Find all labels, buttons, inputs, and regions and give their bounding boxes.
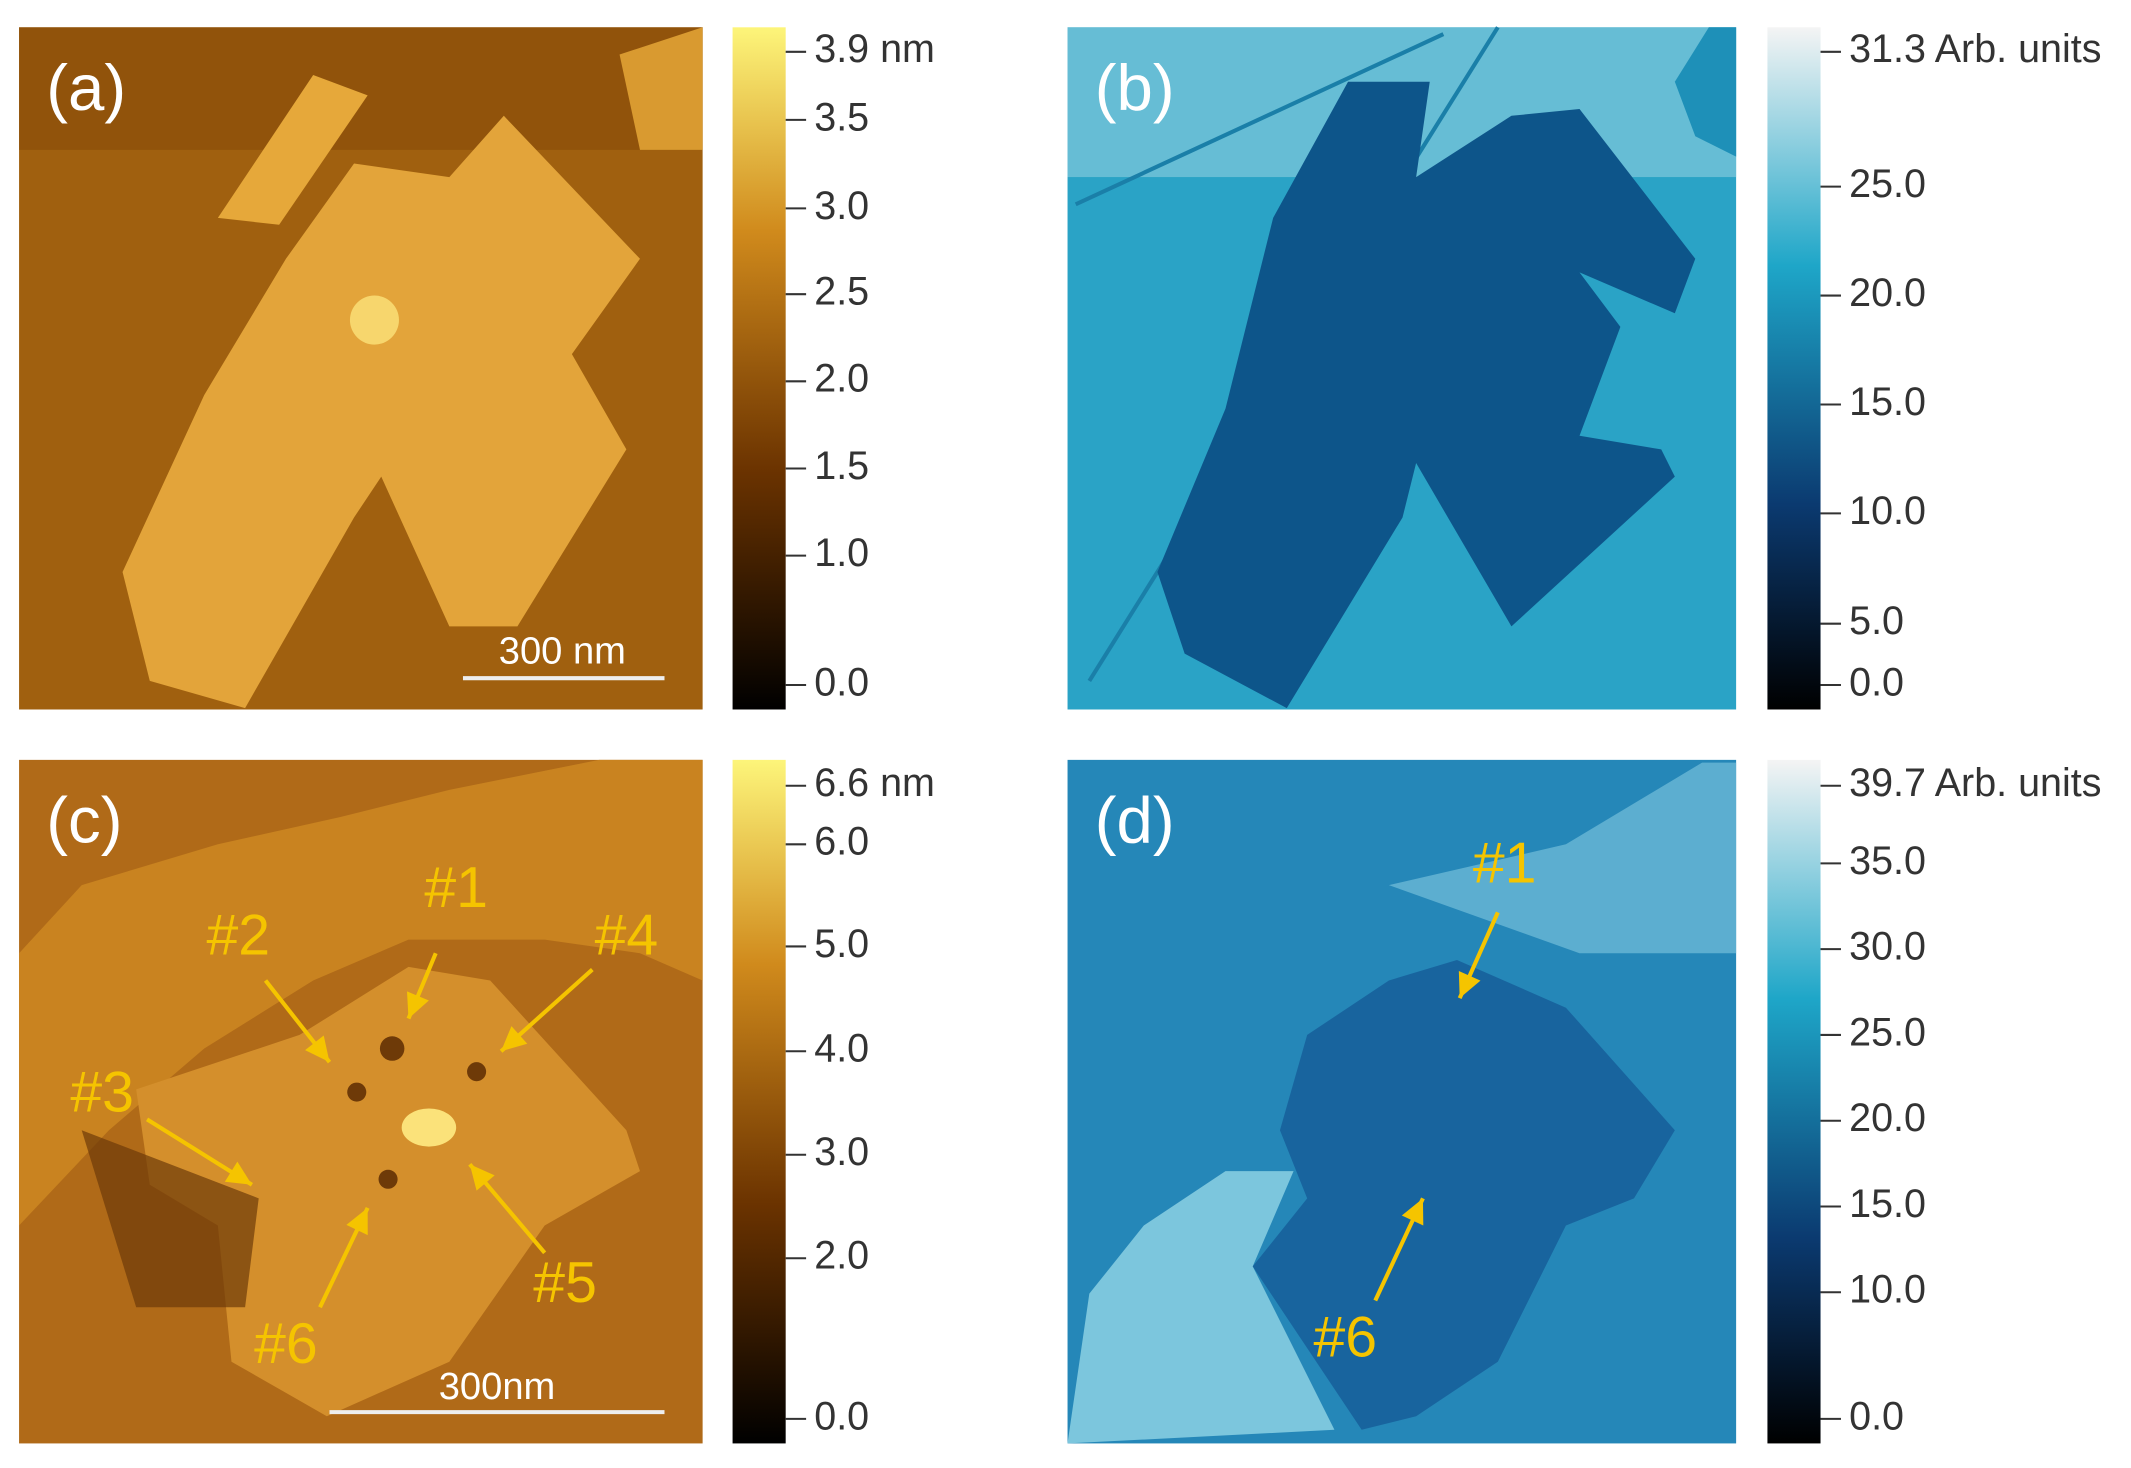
colorbar-label: 10.0 <box>1849 489 1926 533</box>
colorbar-label: 5.0 <box>1849 599 1904 643</box>
annotation: #2 <box>206 904 270 968</box>
annotation: #6 <box>1314 1305 1378 1369</box>
colorbar-d <box>1767 759 1821 1444</box>
colorbar-label: 2.0 <box>814 357 869 401</box>
colorbar-label: 0.0 <box>814 1394 869 1438</box>
colorbar-label: 30.0 <box>1849 925 1926 969</box>
arrow-head <box>406 991 429 1019</box>
arrow-head <box>1458 970 1481 999</box>
image-b <box>1067 26 1737 710</box>
annotation: #1 <box>1473 832 1537 896</box>
colorbar-b <box>1767 27 1821 710</box>
arrow-head <box>346 1207 368 1236</box>
afm-image-a <box>19 27 703 710</box>
colorbar-label: 3.5 <box>814 95 869 139</box>
annotation: #6 <box>254 1312 318 1376</box>
image-d <box>1067 759 1737 1444</box>
colorbar-label: 20.0 <box>1849 271 1926 315</box>
annotation: #3 <box>70 1060 134 1124</box>
colorbar-label: 4.0 <box>814 1027 869 1071</box>
annotation: #4 <box>595 904 659 968</box>
colorbar-a <box>732 27 786 710</box>
colorbar-label: 10.0 <box>1849 1268 1926 1312</box>
colorbar-label: 6.0 <box>814 820 869 864</box>
afm-image-c <box>19 759 703 1444</box>
colorbar-label: 25.0 <box>1849 162 1926 206</box>
panel-label: (d) <box>1095 783 1175 856</box>
panel-label: (a) <box>46 51 126 124</box>
annotation: #5 <box>533 1251 597 1315</box>
colorbar-label: 1.0 <box>814 531 869 575</box>
colorbar-label: 2.0 <box>814 1234 869 1278</box>
colorbar-label: 3.9 nm <box>814 27 935 71</box>
colorbar-label: 15.0 <box>1849 1182 1926 1226</box>
arrow-head <box>305 1035 330 1063</box>
colorbar-label: 20.0 <box>1849 1096 1926 1140</box>
panel-label: (c) <box>46 783 122 856</box>
colorbar-label: 6.6 nm <box>814 761 935 805</box>
colorbar-label: 1.5 <box>814 444 869 488</box>
colorbar-label: 35.0 <box>1849 839 1926 883</box>
arrow-head <box>1401 1198 1424 1226</box>
arrow-head <box>224 1161 252 1185</box>
arrow-head <box>469 1164 495 1191</box>
colorbar-label: 3.0 <box>814 1130 869 1174</box>
colorbar-label: 15.0 <box>1849 380 1926 424</box>
colorbar-label: 39.7 Arb. units <box>1849 761 2101 805</box>
colorbar-label: 0.0 <box>1849 1394 1904 1438</box>
colorbar-label: 0.0 <box>1849 660 1904 704</box>
panel-label: (b) <box>1095 51 1175 124</box>
colorbar-label: 2.5 <box>814 270 869 314</box>
colorbar-c <box>732 759 786 1444</box>
scale-bar-label: 300nm <box>439 1365 556 1408</box>
arrow-head <box>501 1026 528 1052</box>
colorbar-label: 0.0 <box>814 660 869 704</box>
colorbar-label: 25.0 <box>1849 1010 1926 1054</box>
colorbar-label: 3.0 <box>814 184 869 228</box>
colorbar-label: 31.3 Arb. units <box>1849 27 2101 71</box>
colorbar-label: 5.0 <box>814 922 869 966</box>
scale-bar-label: 300 nm <box>499 630 626 673</box>
annotation: #1 <box>424 856 488 920</box>
